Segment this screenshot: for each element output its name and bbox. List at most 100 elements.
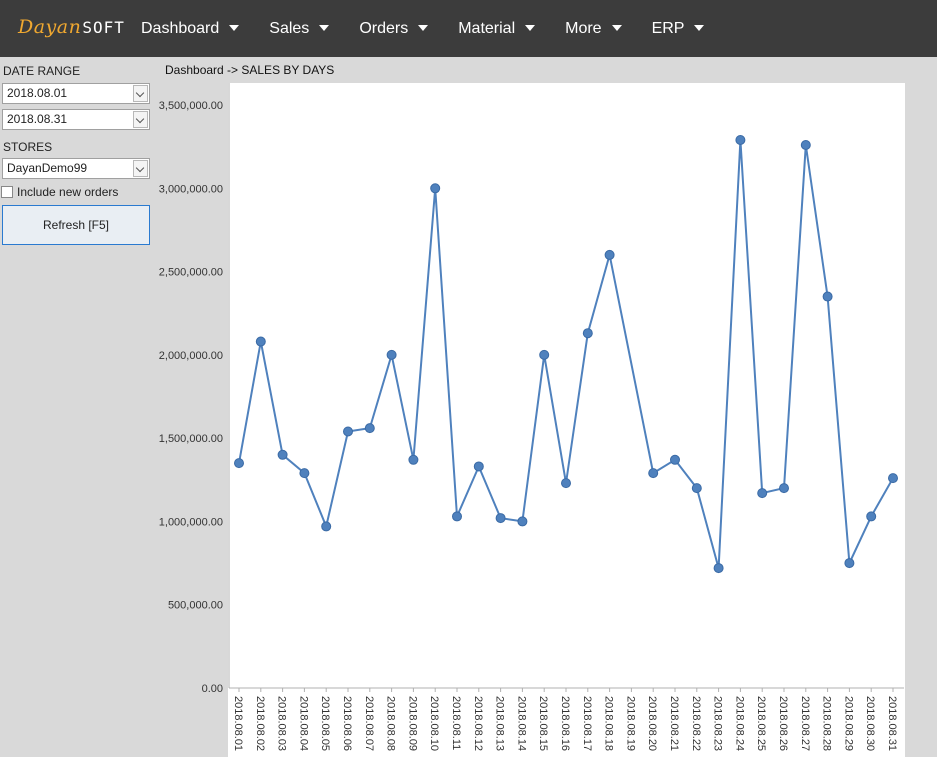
menu-erp[interactable]: ERP bbox=[637, 0, 720, 57]
menu-orders[interactable]: Orders bbox=[344, 0, 443, 57]
menu-label: Orders bbox=[359, 19, 409, 37]
date-to-value: 2018.08.31 bbox=[7, 112, 68, 126]
x-tick-label: 2018.08.25 bbox=[755, 696, 767, 751]
data-point bbox=[364, 423, 375, 434]
menu-material[interactable]: Material bbox=[443, 0, 550, 57]
y-tick-label: 2,000,000.00 bbox=[159, 350, 223, 362]
include-new-orders-row[interactable]: Include new orders bbox=[1, 185, 118, 199]
data-point bbox=[888, 473, 898, 484]
menu-dashboard[interactable]: Dashboard bbox=[126, 0, 254, 57]
x-tick-label: 2018.08.26 bbox=[777, 696, 789, 751]
x-tick-label: 2018.08.01 bbox=[232, 696, 244, 751]
y-tick-label: 2,500,000.00 bbox=[159, 267, 223, 279]
x-tick-label: 2018.08.31 bbox=[886, 696, 898, 751]
data-point bbox=[430, 183, 441, 194]
x-tick-label: 2018.08.27 bbox=[799, 696, 811, 751]
breadcrumb: Dashboard -> SALES BY DAYS bbox=[165, 63, 335, 77]
caret-down-icon bbox=[694, 24, 705, 31]
chevron-down-icon[interactable] bbox=[133, 160, 148, 177]
caret-down-icon bbox=[525, 24, 536, 31]
x-tick-label: 2018.08.05 bbox=[319, 696, 331, 751]
x-tick-label: 2018.08.16 bbox=[559, 696, 571, 751]
y-tick-label: 3,000,000.00 bbox=[159, 183, 223, 195]
logo-text-dayan: Dayan bbox=[18, 16, 82, 38]
data-point bbox=[277, 449, 288, 460]
sales-by-days-chart: 0.00 500,000.00 1,000,000.00 1,500,000.00 2,… bbox=[152, 83, 937, 757]
x-tick-label: 2018.08.30 bbox=[864, 696, 876, 751]
menu-sales[interactable]: Sales bbox=[254, 0, 344, 57]
x-tick-label: 2018.08.29 bbox=[842, 696, 854, 751]
date-to-select[interactable]: 2018.08.31 bbox=[2, 109, 150, 130]
date-from-select[interactable]: 2018.08.01 bbox=[2, 83, 150, 104]
refresh-button[interactable]: Refresh [F5] bbox=[2, 205, 150, 245]
data-point bbox=[604, 249, 615, 260]
data-point bbox=[800, 139, 811, 150]
store-select[interactable]: DayanDemo99 bbox=[2, 158, 150, 179]
chevron-down-icon[interactable] bbox=[133, 85, 148, 102]
date-range-label: DATE RANGE bbox=[3, 64, 81, 78]
line-chart-svg: 0.00 500,000.00 1,000,000.00 1,500,000.00 2,… bbox=[152, 83, 905, 757]
data-point bbox=[735, 134, 746, 145]
x-tick-label: 2018.08.06 bbox=[341, 696, 353, 751]
filter-sidebar: DATE RANGE 2018.08.01 2018.08.31 STORES … bbox=[0, 57, 152, 757]
x-tick-label: 2018.08.04 bbox=[297, 696, 309, 751]
main-menu: Dashboard Sales Orders Material More ERP bbox=[126, 0, 719, 57]
chevron-down-icon[interactable] bbox=[133, 111, 148, 128]
include-new-orders-checkbox[interactable] bbox=[1, 186, 13, 198]
x-tick-label: 2018.08.14 bbox=[515, 696, 527, 751]
y-tick-label: 0.00 bbox=[202, 683, 223, 695]
data-point bbox=[234, 458, 244, 469]
date-from-value: 2018.08.01 bbox=[7, 86, 68, 100]
include-new-orders-label: Include new orders bbox=[17, 185, 119, 199]
menu-label: ERP bbox=[651, 19, 685, 37]
caret-down-icon bbox=[229, 24, 240, 31]
x-tick-label: 2018.08.28 bbox=[821, 696, 833, 751]
data-point bbox=[452, 511, 462, 522]
dayansoft-logo[interactable]: Dayan SOFT bbox=[18, 16, 125, 42]
data-point bbox=[561, 478, 571, 489]
data-point bbox=[386, 349, 397, 360]
plot-background bbox=[228, 83, 905, 757]
x-tick-label: 2018.08.23 bbox=[712, 696, 724, 751]
data-point bbox=[713, 563, 724, 574]
data-point bbox=[517, 516, 528, 527]
y-tick-label: 500,000.00 bbox=[168, 600, 223, 612]
data-point bbox=[866, 511, 877, 522]
x-tick-label: 2018.08.20 bbox=[646, 696, 658, 751]
x-tick-label: 2018.08.03 bbox=[276, 696, 288, 751]
y-tick-label: 1,000,000.00 bbox=[159, 516, 223, 528]
menu-label: Material bbox=[458, 19, 516, 37]
data-point bbox=[757, 488, 768, 499]
menu-more[interactable]: More bbox=[550, 0, 636, 57]
menu-label: Dashboard bbox=[141, 19, 220, 37]
x-tick-label: 2018.08.15 bbox=[537, 696, 549, 751]
x-tick-label: 2018.08.09 bbox=[406, 696, 418, 751]
logo-text-soft: SOFT bbox=[82, 18, 125, 37]
data-point bbox=[779, 483, 789, 494]
main-content: Dashboard -> SALES BY DAYS 0.00 500,000.0… bbox=[152, 57, 937, 757]
x-tick-label: 2018.08.21 bbox=[668, 696, 680, 751]
data-point bbox=[321, 521, 332, 532]
x-tick-label: 2018.08.08 bbox=[385, 696, 397, 751]
x-tick-label: 2018.08.18 bbox=[603, 696, 615, 751]
x-tick-label: 2018.08.11 bbox=[450, 696, 462, 750]
data-point bbox=[539, 349, 550, 360]
store-value: DayanDemo99 bbox=[7, 161, 88, 175]
data-point bbox=[299, 468, 310, 479]
data-point bbox=[408, 454, 419, 465]
x-tick-label: 2018.08.13 bbox=[494, 696, 506, 751]
x-tick-label: 2018.08.17 bbox=[581, 696, 593, 751]
top-navbar: Dayan SOFT Dashboard Sales Orders Materi… bbox=[0, 0, 937, 57]
x-tick-label: 2018.08.07 bbox=[363, 696, 375, 751]
x-tick-label: 2018.08.02 bbox=[254, 696, 266, 751]
data-point bbox=[582, 328, 593, 339]
data-point bbox=[822, 291, 833, 302]
y-tick-label: 1,500,000.00 bbox=[159, 433, 223, 445]
menu-label: Sales bbox=[269, 19, 310, 37]
x-tick-label: 2018.08.12 bbox=[472, 696, 484, 751]
x-tick-label: 2018.08.24 bbox=[733, 696, 745, 751]
caret-down-icon bbox=[319, 24, 330, 31]
data-point bbox=[495, 513, 506, 524]
data-point bbox=[844, 558, 855, 569]
y-tick-label: 3,500,000.00 bbox=[159, 100, 223, 112]
